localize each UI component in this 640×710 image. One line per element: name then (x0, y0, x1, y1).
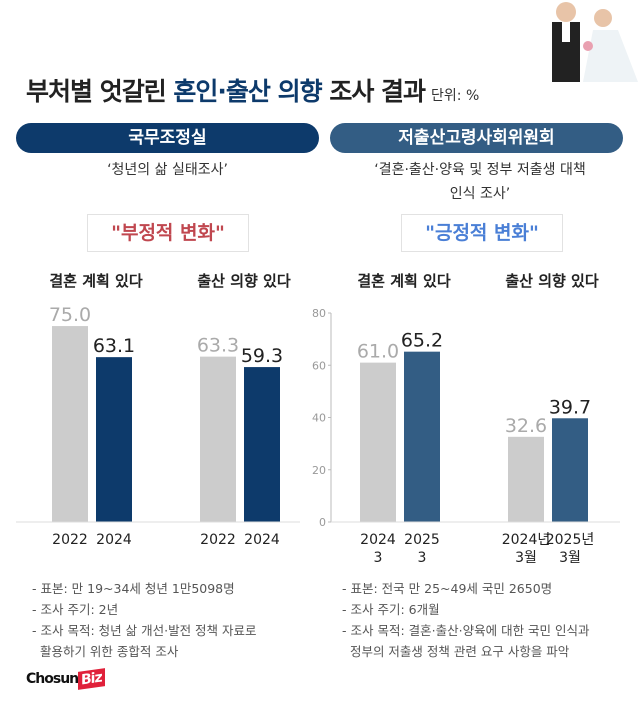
data-label: 39.7 (549, 396, 591, 418)
note: - 조사 목적: 청년 삶 개선·발전 정책 자료로 (32, 623, 257, 638)
bar (200, 356, 236, 522)
x-tick-label: 3 (418, 550, 427, 566)
bar (508, 436, 544, 522)
x-tick-label: 3월 (515, 550, 537, 566)
notes-left: - 표본: 만 19~34세 청년 1만5098명 - 조사 주기: 2년 - 조사… (32, 578, 257, 662)
bar (52, 326, 88, 522)
badge-negative: "부정적 변화" (87, 214, 249, 252)
data-label: 63.1 (93, 335, 135, 357)
data-label: 75.0 (49, 304, 91, 326)
y-tick-label: 40 (312, 412, 326, 425)
x-tick-label: 3 (374, 550, 383, 566)
note: - 조사 목적: 결혼·출산·양육에 대한 국민 인식과 (342, 623, 590, 638)
bride-groom-illustration (552, 2, 638, 82)
data-label: 61.0 (357, 341, 399, 363)
y-tick-label: 20 (312, 464, 326, 477)
x-tick-label: 2025 (404, 532, 440, 548)
chart-title: 출산 의향 있다 (197, 272, 290, 290)
x-tick-label: 2025년 (546, 532, 595, 548)
x-tick-label: 2024년 (502, 532, 551, 548)
note: - 표본: 만 19~34세 청년 1만5098명 (32, 581, 235, 596)
y-tick-label: 80 (312, 307, 326, 320)
x-tick-label: 2022 (52, 532, 88, 548)
bar (244, 367, 280, 522)
badge-positive: "긍정적 변화" (401, 214, 563, 252)
notes-right: - 표본: 전국 만 25~49세 국민 2650명 - 조사 주기: 6개월 - … (342, 578, 590, 662)
data-label: 65.2 (401, 330, 443, 352)
bar (404, 351, 440, 522)
logo-badge: Biz (78, 668, 105, 690)
title-part2: 조사 결과 (321, 77, 426, 106)
note: - 조사 주기: 2년 (32, 602, 119, 617)
survey-name-right-1: ‘결혼·출산·양육 및 정부 저출생 대책 (374, 162, 586, 178)
x-tick-label: 3월 (559, 550, 581, 566)
page-title: 부처별 엇갈린 혼인·출산 의향 조사 결과 단위: % (26, 72, 479, 108)
title-part1: 부처별 엇갈린 (26, 77, 174, 106)
note: 정부의 저출생 정책 관련 요구 사항을 파악 (342, 644, 570, 659)
chosunbiz-logo: Chosun Biz (26, 668, 105, 690)
y-tick-label: 0 (319, 516, 326, 529)
survey-name-right-2: 인식 조사’ (449, 186, 511, 202)
org-label-left: 국무조정실 (16, 123, 319, 153)
note: - 조사 주기: 6개월 (342, 602, 440, 617)
bar (360, 362, 396, 522)
unit-label: 단위: % (431, 88, 480, 104)
chart-title: 결혼 계획 있다 (357, 272, 450, 290)
note: - 표본: 전국 만 25~49세 국민 2650명 (342, 581, 553, 596)
logo-text: Chosun (26, 671, 79, 687)
bar (552, 418, 588, 522)
data-label: 63.3 (197, 335, 239, 357)
x-tick-label: 2022 (200, 532, 236, 548)
title-highlight: 혼인·출산 의향 (173, 77, 322, 106)
bar (96, 357, 132, 522)
survey-name-left: ‘청년의 삶 실태조사’ (107, 162, 228, 178)
chart-title: 결혼 계획 있다 (49, 272, 142, 290)
bar-charts: 결혼 계획 있다 75.0 2022 63.1 2024 출산 의향 있다 63.3 2022… (16, 272, 620, 566)
org-label-right: 저출산고령사회위원회 (330, 123, 623, 153)
x-tick-label: 2024 (96, 532, 132, 548)
x-tick-label: 2024 (244, 532, 280, 548)
x-tick-label: 2024 (360, 532, 396, 548)
chart-title: 출산 의향 있다 (505, 272, 598, 290)
note: 활용하기 위한 종합적 조사 (32, 644, 179, 659)
data-label: 59.3 (241, 345, 283, 367)
y-tick-label: 60 (312, 359, 326, 372)
data-label: 32.6 (505, 415, 547, 437)
